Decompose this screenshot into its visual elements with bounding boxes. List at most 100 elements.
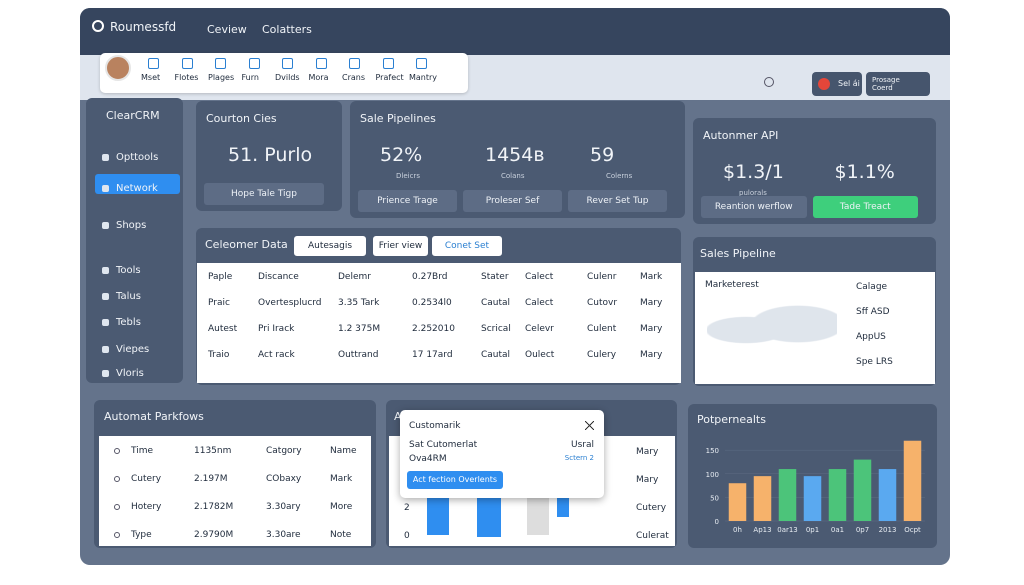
toolbar-label[interactable]: Dvilds [275,73,300,82]
toolbar-label[interactable]: Plages [208,73,235,82]
table-cell: CObaxy [266,474,302,484]
card-button[interactable]: Rever Set Tup [568,190,667,212]
stat-label: pulorals [739,189,767,197]
table-cell: Calect [525,272,554,282]
table-cell: Catgory [266,446,302,456]
toolbar-label[interactable]: Mantry [409,73,438,82]
stat-label: Dleicrs [396,172,420,180]
sidebar-icon [102,154,109,161]
toolbar-icon[interactable] [215,58,226,69]
table-cell: 2.9790M [194,530,234,540]
workflow-table [99,436,371,546]
popup-title: Customarik [409,421,461,431]
toolbar-icon[interactable] [416,58,427,69]
toolbar-label[interactable]: Mora [308,73,329,82]
profile-chip[interactable] [866,72,930,96]
toolbar-label[interactable]: Crans [342,73,366,82]
toolbar-icon[interactable] [282,58,293,69]
sidebar-item[interactable]: Viepes [116,344,150,355]
sidebar-item[interactable]: Tools [116,265,141,276]
sidebar-brand: ClearCRM [106,109,160,122]
sidebar-icon [102,185,109,192]
mini-bar [427,495,449,535]
side-number: 0 [404,531,410,541]
toolbar-label[interactable]: Flotes [174,73,199,82]
sidebar-item[interactable]: Talus [116,291,141,302]
card-button[interactable]: Tade Treact [812,196,918,218]
table-cell: Act rack [258,350,295,360]
sidebar-item[interactable]: Shops [116,220,147,231]
table-cell: 2.1782M [194,502,234,512]
account-short[interactable]: Sel ái [838,79,860,88]
popup-cell: Sctern 2 [564,454,594,462]
toolbar-label[interactable]: Prafect [375,73,404,82]
table-cell: Praic [208,298,230,308]
stat-value: 1454в [485,144,545,166]
brand[interactable]: Roumessfd [110,20,177,34]
table-cell: Celevr [525,324,554,334]
filter-button[interactable]: Autesagis [294,236,366,256]
filter-button[interactable]: Conet Set [432,236,502,256]
table-cell: 3.30are [266,530,301,540]
toolbar-icon[interactable] [248,58,260,69]
stat-label: Colans [501,172,525,180]
card-button[interactable]: Reantion werflow [701,196,807,218]
popup-cell: Sat Cutomerlat [409,440,478,450]
list-item: Culerat [636,531,669,541]
sidebar-icon [102,319,109,326]
table-cell: Hotery [131,502,162,512]
filter-button[interactable]: Frier view [373,236,428,256]
table-cell: Pri Irack [258,324,295,334]
sidebar-item[interactable]: Opttools [116,152,159,163]
table-cell: Stater [481,272,509,282]
sidebar-item[interactable]: Vloris [116,368,144,379]
nav-item[interactable]: Ceview [207,23,247,36]
pipeline-item: Sff ASD [856,307,890,317]
popup-button[interactable]: Act fection Overlents [407,471,503,489]
account-logo [818,78,830,90]
card-button[interactable]: Hope Tale Tigp [204,183,324,205]
table-cell: Cautal [481,298,511,308]
row-icon [114,476,120,482]
toolbar [100,53,468,93]
profile-label[interactable]: Prosage Coerd [872,76,900,92]
table-cell: Mary [640,350,663,360]
toolbar-icon[interactable] [382,58,394,69]
pipeline-item: Calage [856,282,888,292]
sidebar-icon [102,222,109,229]
toolbar-label[interactable]: Mset [141,73,161,82]
row-icon [114,448,120,454]
table-cell: 2.197M [194,474,228,484]
toolbar-icon[interactable] [181,58,193,69]
map-label: Marketerest [705,280,759,290]
sidebar-icon [102,293,109,300]
table-cell: Cutery [131,474,162,484]
card-button[interactable]: Proleser Sef [463,190,562,212]
mid-title: A [394,410,402,423]
table-cell: Cautal [481,350,511,360]
toolbar-icon[interactable] [148,58,159,69]
popup-close[interactable] [585,421,594,430]
toolbar-icon[interactable] [349,58,360,69]
table-cell: 3.30ary [266,502,301,512]
stat-value: $1.1% [834,161,895,183]
toolbar-label[interactable]: Furn [241,73,259,82]
pipeline-title: Sales Pipeline [700,247,776,260]
table-cell: Mark [330,474,353,484]
table-cell: 0.27Brd [412,272,448,282]
top-bar [80,8,950,55]
card-title: Sale Pipelines [360,112,436,125]
table-cell: More [330,502,353,512]
table-cell: Discance [258,272,299,282]
card-button[interactable]: Prience Trage [358,190,457,212]
sidebar-item[interactable]: Network [116,183,158,194]
pipeline-item: Spe LRS [856,357,893,367]
workflow-title: Automat Parkfows [104,410,204,423]
nav-item[interactable]: Colatters [262,23,312,36]
table-cell: Type [131,530,152,540]
sidebar-item[interactable]: Tebls [116,317,141,328]
sidebar-active[interactable] [95,174,180,194]
toolbar-icon[interactable] [315,58,327,69]
stat-value: 51. Purlo [228,144,313,166]
table-cell: Time [131,446,154,456]
